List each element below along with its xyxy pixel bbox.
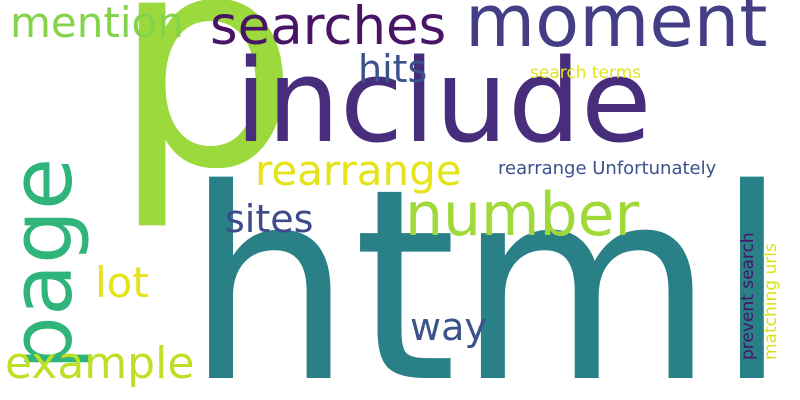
word-search-terms: search terms [530, 63, 642, 83]
word-number: number [405, 180, 640, 250]
word-lot: lot [95, 258, 149, 307]
word-searches: searches [210, 0, 447, 57]
word-html: html [185, 133, 789, 400]
word-include: include [235, 35, 652, 169]
word-sites: sites [225, 197, 314, 241]
word-matching-urls: matching urls [761, 243, 781, 360]
word-prevent-search: prevent search [738, 232, 758, 360]
word-way: way [410, 305, 487, 349]
word-p: p [112, 0, 300, 234]
word-mention: mention [10, 0, 184, 47]
word-rearrange: rearrange [255, 146, 462, 195]
word-hits: hits [358, 47, 428, 91]
word-example: example [5, 338, 195, 389]
word-rearrange-unfortunately: rearrange Unfortunately [498, 158, 717, 179]
word-moment: moment [465, 0, 768, 63]
